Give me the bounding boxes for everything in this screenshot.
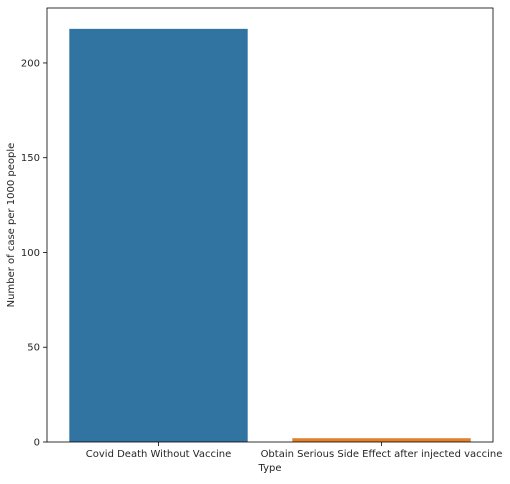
y-axis-label: Number of case per 1000 people (6, 143, 17, 308)
bar-1 (69, 28, 248, 442)
x-axis-label: Type (258, 463, 282, 474)
y-axis-ticks: 0 50 100 150 200 (21, 58, 47, 449)
bars-layer (69, 28, 471, 442)
x-tick-label: Obtain Serious Side Effect after injecte… (261, 449, 503, 460)
y-tick-label: 50 (27, 343, 40, 354)
y-tick-label: 200 (21, 58, 40, 69)
plot-frame (46, 7, 494, 443)
x-tick-label: Covid Death Without Vaccine (86, 449, 231, 460)
y-tick-label: 100 (21, 248, 40, 259)
y-tick-label: 150 (21, 153, 40, 164)
x-axis-ticks: Covid Death Without Vaccine Obtain Seriou… (86, 442, 503, 460)
y-tick-label: 0 (34, 438, 40, 449)
bar-2 (292, 438, 471, 442)
